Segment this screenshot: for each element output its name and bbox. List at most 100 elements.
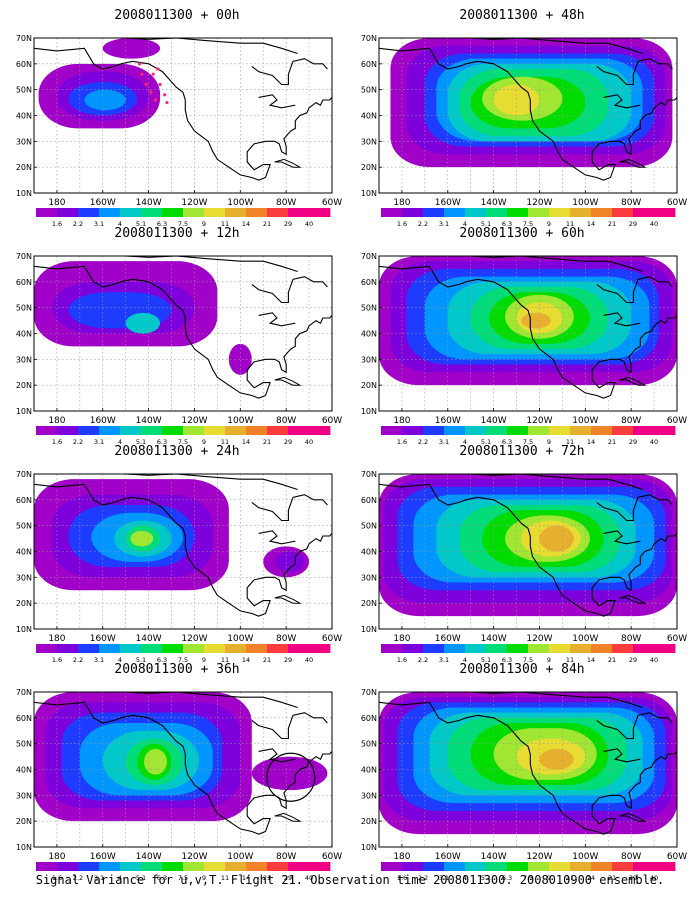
- colorbar-label: 40: [305, 656, 313, 664]
- colorbar-swatch: [570, 862, 592, 871]
- latitude-label: 40N: [16, 548, 32, 557]
- colorbar-swatch: [204, 862, 226, 871]
- longitude-label: 160W: [90, 852, 116, 862]
- colorbar-label: 1.6: [52, 874, 62, 882]
- colorbar-swatch: [549, 208, 571, 217]
- latitude-label: 30N: [361, 573, 377, 582]
- longitude-label: 120W: [526, 416, 552, 426]
- colorbar-swatch: [486, 644, 508, 653]
- colorbar-label: 6.3: [157, 874, 167, 882]
- colorbar-label: 21: [263, 874, 271, 882]
- latitude-label: 10N: [361, 625, 377, 634]
- colorbar-label: 29: [284, 656, 292, 664]
- colorbar-label: 21: [263, 656, 271, 664]
- longitude-label: 60W: [667, 198, 687, 208]
- colorbar-label: 5.1: [481, 874, 491, 882]
- coastline: [258, 748, 296, 763]
- colorbar-swatch: [225, 426, 247, 435]
- colorbar-label: 11: [566, 438, 574, 446]
- colorbar-swatch: [120, 862, 142, 871]
- variance-map: 10N 20N 30N 40N 50N 60N 70N 180 160W 140W 120W 100W…: [361, 34, 687, 228]
- colorbar-swatch: [120, 644, 142, 653]
- colorbar-swatch: [486, 862, 508, 871]
- colorbar-swatch: [57, 208, 79, 217]
- longitude-label: 140W: [481, 416, 507, 426]
- colorbar-label: 5.1: [481, 656, 491, 664]
- colorbar-label: 40: [305, 220, 313, 228]
- colorbar-swatch: [267, 644, 289, 653]
- highlight-circle: [266, 752, 316, 802]
- latitude-label: 20N: [16, 163, 32, 172]
- longitude-label: 120W: [181, 416, 207, 426]
- variance-contour-region: [125, 312, 161, 334]
- colorbar-label: 9: [202, 220, 206, 228]
- latitude-label: 70N: [361, 34, 377, 43]
- colorbar-swatch: [549, 426, 571, 435]
- colorbar-swatch: [78, 208, 100, 217]
- latitude-label: 50N: [16, 304, 32, 313]
- colorbar-label: 4: [463, 220, 467, 228]
- variance-map: 10N 20N 30N 40N 50N 60N 70N 180 160W 140W 120W 100W…: [361, 470, 687, 664]
- longitude-label: 60W: [322, 852, 342, 862]
- colorbar-label: 6.3: [502, 220, 512, 228]
- colorbar-label: 29: [629, 656, 637, 664]
- map-panel: 2008011300 + 36h 10N 20N 30N 40N 50N 60N 70N 180…: [12, 662, 342, 882]
- colorbar-label: 11: [221, 220, 229, 228]
- map-panel: 2008011300 + 24h 10N 20N 30N 40N 50N 60N 70N 180…: [12, 444, 342, 664]
- colorbar-label: 2.2: [418, 656, 428, 664]
- longitude-label: 100W: [572, 852, 598, 862]
- colorbar-swatch: [246, 644, 268, 653]
- colorbar-swatch: [612, 426, 634, 435]
- colorbar-swatch: [246, 862, 268, 871]
- colorbar-swatch: [507, 644, 529, 653]
- colorbar-swatch: [99, 208, 121, 217]
- colorbar-label: 40: [650, 874, 658, 882]
- map-panel: 2008011300 + 48h 10N 20N 30N 40N 50N 60N 70N 180…: [357, 8, 687, 228]
- colorbar-label: 5.1: [136, 874, 146, 882]
- colorbar-swatch: [36, 426, 58, 435]
- longitude-label: 180: [48, 198, 65, 208]
- colorbar-label: 7.5: [178, 438, 188, 446]
- coastline: [596, 494, 673, 522]
- colorbar-label: 2.2: [418, 220, 428, 228]
- colorbar-swatch: [57, 426, 79, 435]
- latitude-label: 40N: [16, 112, 32, 121]
- coastline: [274, 812, 302, 822]
- coastline: [251, 58, 328, 86]
- colorbar-label: 5.1: [136, 438, 146, 446]
- colorbar-label: 40: [305, 438, 313, 446]
- colorbar-swatch: [633, 644, 655, 653]
- latitude-label: 50N: [16, 522, 32, 531]
- flight-track-dot: [151, 72, 155, 76]
- coastline: [603, 748, 641, 763]
- colorbar-label: 14: [242, 220, 250, 228]
- colorbar-label: 2.2: [73, 220, 83, 228]
- latitude-label: 20N: [361, 599, 377, 608]
- colorbar-label: 29: [284, 874, 292, 882]
- colorbar-label: 11: [221, 438, 229, 446]
- coastline: [619, 158, 647, 168]
- colorbar-label: 9: [547, 656, 551, 664]
- variance-map: 10N 20N 30N 40N 50N 60N 70N 180 160W 140W 120W 100W…: [16, 470, 342, 664]
- longitude-label: 180: [393, 416, 410, 426]
- colorbar-label: 14: [242, 656, 250, 664]
- colorbar-swatch: [402, 644, 424, 653]
- colorbar-swatch: [57, 862, 79, 871]
- colorbar-label: 21: [263, 438, 271, 446]
- latitude-label: 20N: [16, 817, 32, 826]
- colorbar-label: 3.1: [94, 438, 104, 446]
- latitude-label: 20N: [16, 381, 32, 390]
- colorbar-swatch: [162, 208, 184, 217]
- latitude-label: 20N: [361, 163, 377, 172]
- longitude-label: 140W: [136, 852, 162, 862]
- flight-track-dot: [137, 62, 142, 66]
- colorbar-label: 3.1: [439, 874, 449, 882]
- variance-map: 10N 20N 30N 40N 50N 60N 70N 180 160W 140W 120W 100W…: [16, 688, 342, 882]
- longitude-label: 140W: [136, 416, 162, 426]
- longitude-label: 140W: [136, 634, 162, 644]
- colorbar-swatch: [507, 208, 529, 217]
- variance-contour-region: [228, 343, 252, 375]
- colorbar-swatch: [204, 644, 226, 653]
- coastline: [34, 47, 332, 181]
- longitude-label: 60W: [322, 634, 342, 644]
